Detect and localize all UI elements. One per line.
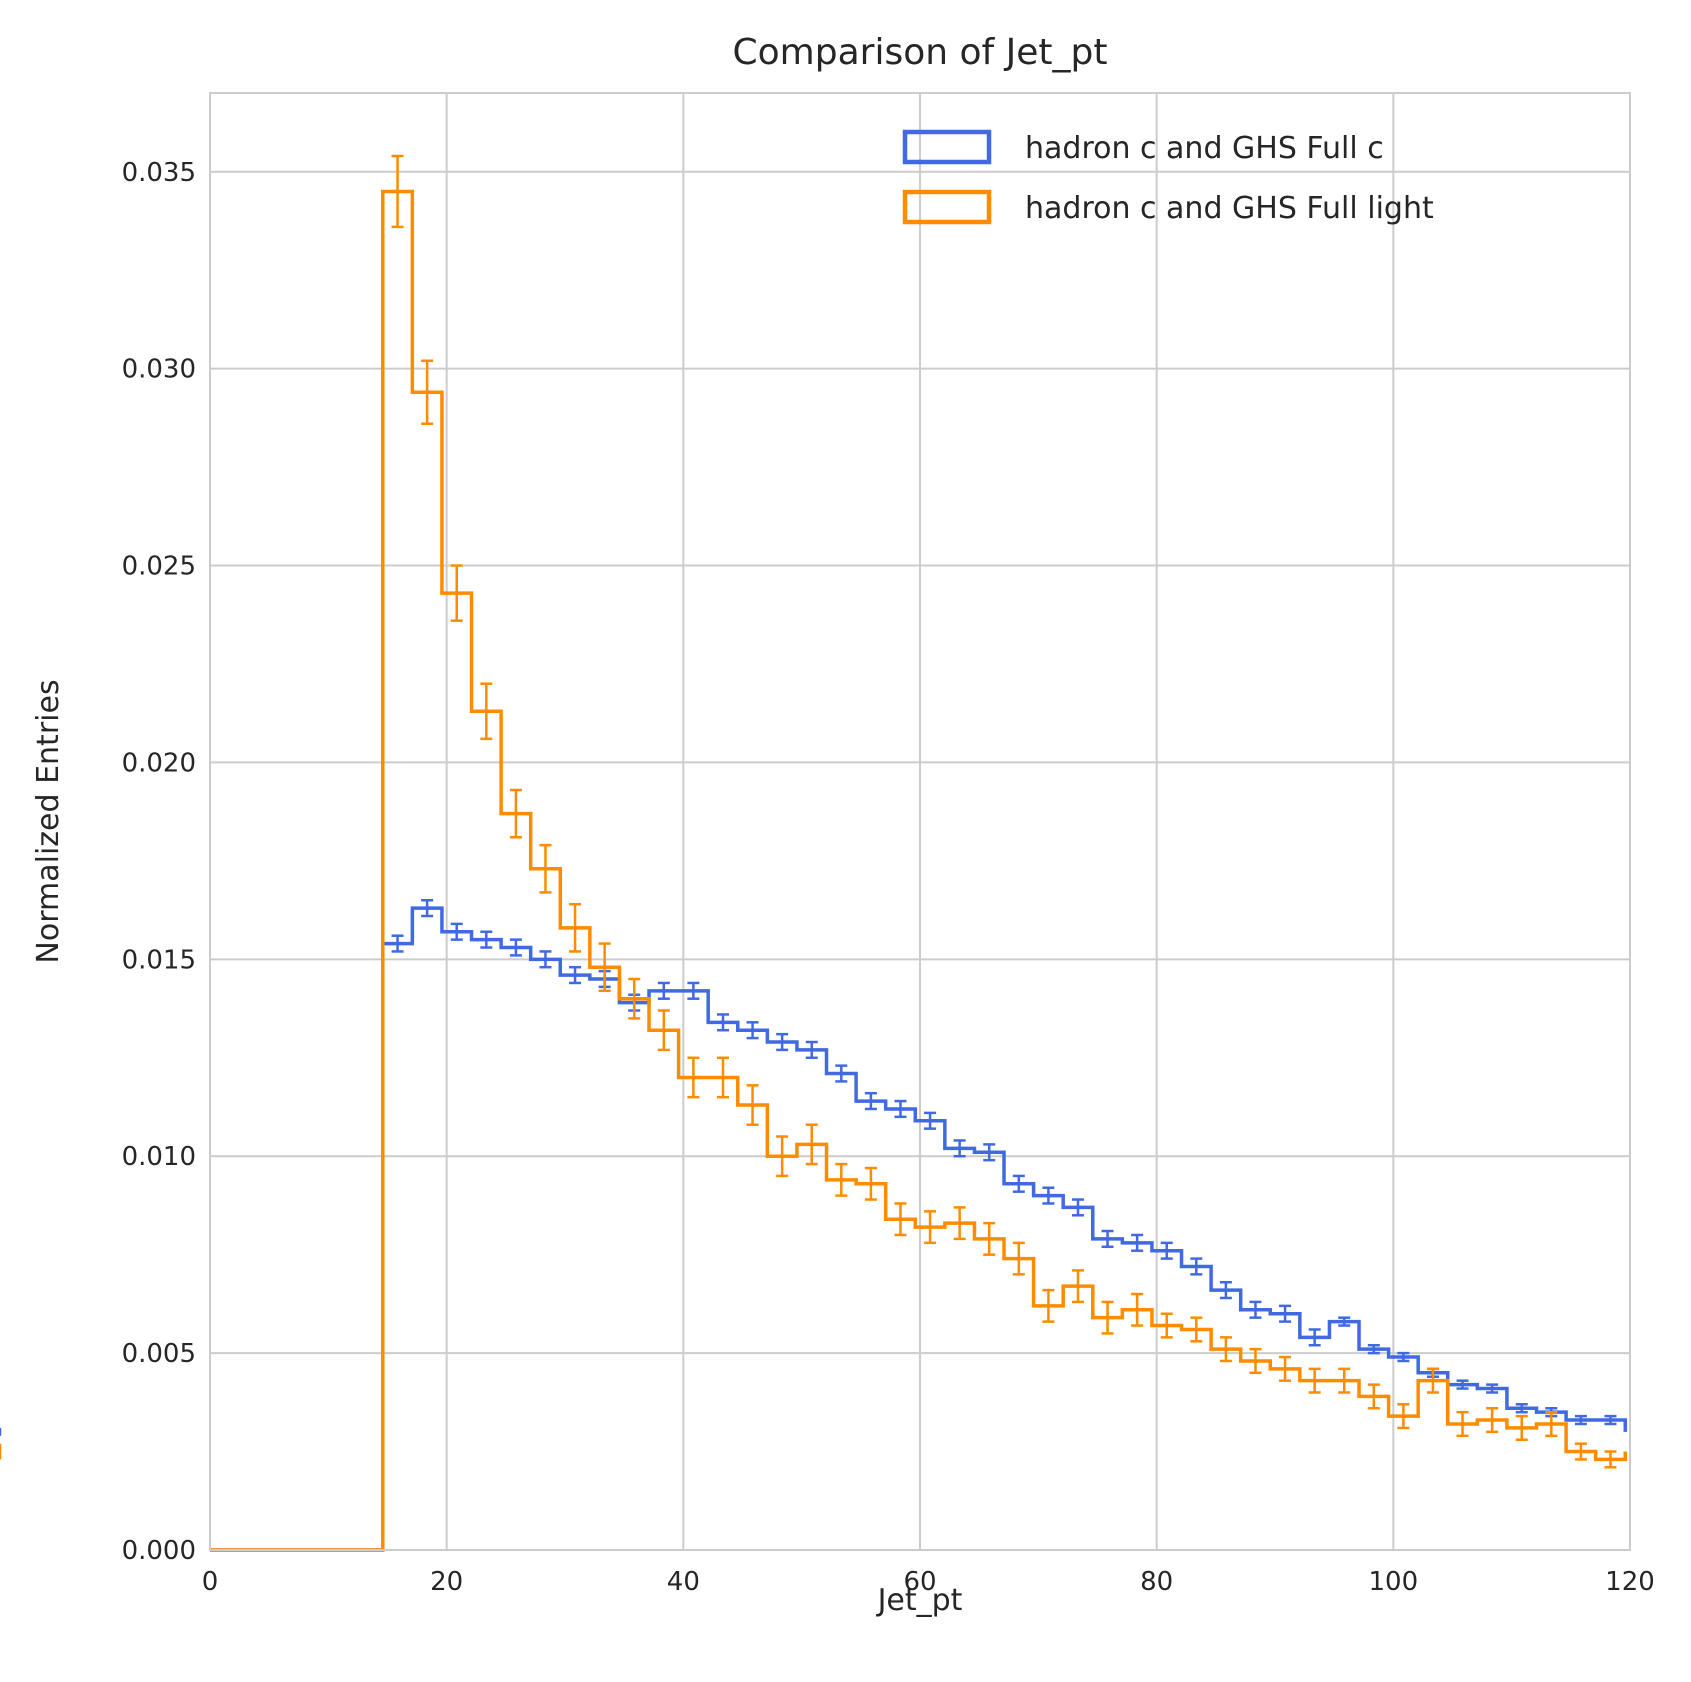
x-tick-label: 60 [903, 1567, 936, 1597]
legend-label: hadron c and GHS Full c [1025, 131, 1384, 166]
y-axis-ticks: 0.000 0.005 0.010 0.015 0.020 0.025 0.030 0.035 [122, 158, 196, 1566]
series-2 [0, 154, 1628, 1552]
legend: hadron c and GHS Full c hadron c and GHS … [902, 129, 1434, 226]
y-tick-label: 0.035 [122, 158, 196, 188]
series-step-line [210, 906, 1628, 1552]
series-step-line [210, 189, 1628, 1552]
y-tick-label: 0.025 [122, 552, 196, 582]
legend-swatch [902, 129, 992, 165]
chart-title: Comparison of Jet_pt [733, 32, 1108, 73]
x-axis-label: Jet_pt [876, 1583, 963, 1618]
x-axis-ticks: 0 20 40 60 80 100 120 [202, 1567, 1655, 1597]
x-tick-label: 20 [430, 1567, 463, 1597]
legend-swatch [902, 189, 992, 225]
legend-label: hadron c and GHS Full light [1025, 191, 1434, 226]
y-tick-label: 0.030 [122, 355, 196, 385]
x-tick-label: 120 [1605, 1567, 1655, 1597]
plot-series [0, 154, 1628, 1552]
grid [209, 93, 1631, 1551]
x-tick-label: 80 [1140, 1567, 1173, 1597]
x-tick-label: 40 [667, 1567, 700, 1597]
y-tick-label: 0.020 [122, 748, 196, 778]
y-axis-label: Normalized Entries [31, 679, 66, 963]
y-tick-label: 0.005 [122, 1339, 196, 1369]
x-tick-label: 100 [1369, 1567, 1419, 1597]
y-tick-label: 0.000 [122, 1536, 196, 1566]
plot-frame [209, 92, 1631, 1551]
y-tick-label: 0.015 [122, 945, 196, 975]
y-tick-label: 0.010 [122, 1142, 196, 1172]
x-tick-label: 0 [202, 1567, 219, 1597]
